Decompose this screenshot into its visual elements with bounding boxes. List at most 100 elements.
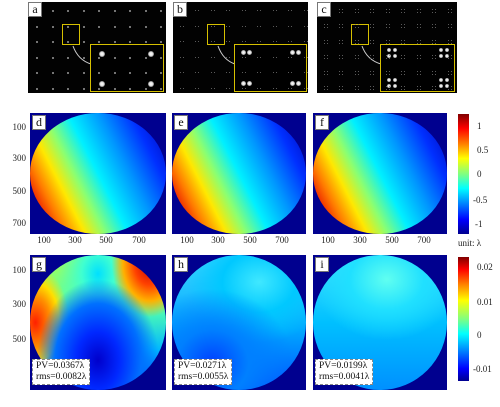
spot [67, 87, 69, 90]
spot [129, 41, 131, 43]
spot [275, 25, 277, 27]
wavefront-panel-e: e [172, 113, 306, 234]
spot [182, 25, 184, 27]
spot [339, 24, 340, 25]
spot [387, 48, 391, 52]
stats-box-g: PV=0.0367λ rms=0.0082λ [32, 359, 91, 385]
spot [339, 39, 340, 41]
spot [244, 56, 246, 58]
x-tick-label: 500 [243, 235, 257, 245]
spot [450, 11, 452, 13]
spot [385, 42, 387, 44]
spot [357, 11, 359, 13]
colorbar-tick: -1 [475, 219, 483, 229]
spot [241, 41, 243, 42]
spot [435, 70, 436, 72]
spot [113, 87, 116, 90]
spot [247, 50, 252, 55]
rms-value-h: rms=0.0055λ [178, 372, 229, 382]
spot [450, 24, 452, 25]
spot [447, 86, 449, 87]
spot [342, 70, 343, 72]
spot [275, 56, 277, 58]
spot [210, 25, 212, 27]
stats-box-i: PV=0.0199λ rms=0.0041λ [315, 359, 374, 385]
y-tick-label: 100 [12, 265, 27, 275]
panel-letter-b: b [173, 2, 187, 17]
spot [393, 54, 397, 58]
spot [404, 27, 405, 28]
spot [435, 73, 436, 75]
x-tick-label: 100 [180, 235, 194, 245]
spot-panel-b: b [173, 2, 308, 93]
colorbar-tick: 0 [477, 169, 482, 179]
spot [432, 89, 433, 90]
spot [303, 25, 305, 27]
spot [241, 56, 243, 58]
spot [373, 73, 374, 75]
spot [82, 10, 85, 12]
colorbar-tick: 0 [477, 330, 482, 340]
spot [326, 70, 328, 72]
spot [229, 41, 230, 42]
spot [388, 8, 390, 10]
spot [113, 41, 116, 43]
spot [385, 8, 387, 10]
pv-value-g: PV=0.0367λ [36, 361, 85, 371]
spot [226, 10, 227, 11]
spot [290, 50, 295, 55]
spot [354, 55, 356, 56]
spot [404, 86, 405, 87]
x-tick-label: 100 [37, 235, 51, 245]
spot [144, 10, 147, 12]
spot [432, 27, 433, 28]
zoom-connector-b [217, 45, 236, 65]
spot [373, 55, 374, 56]
spot [370, 11, 371, 13]
zoom-inset-a [90, 44, 164, 92]
spot [432, 86, 433, 87]
colorbar-tick: 0.02 [477, 262, 493, 272]
spot [447, 70, 449, 72]
spot [144, 72, 147, 74]
spot [419, 70, 421, 72]
panel-letter-d: d [32, 115, 46, 130]
panel-letter-h: h [174, 257, 188, 272]
colorbar-tick: 0.01 [477, 297, 493, 307]
wavefront-disk-e [172, 113, 306, 234]
spot [435, 39, 436, 41]
spot [210, 56, 212, 58]
spot [342, 24, 343, 25]
zoom-connector-c [361, 45, 382, 65]
spot [244, 25, 246, 27]
spot [435, 27, 436, 28]
spot [275, 10, 277, 11]
spot [129, 25, 131, 28]
panel-letter-e: e [174, 115, 188, 130]
spot [129, 56, 131, 59]
spot [179, 41, 181, 42]
spot [447, 24, 449, 25]
spot [67, 25, 69, 28]
spot [373, 11, 374, 13]
spot [339, 42, 340, 44]
spot [435, 58, 436, 59]
spot [373, 89, 374, 90]
spot [244, 72, 246, 73]
spot [272, 56, 274, 58]
x-tick-label: 500 [385, 235, 399, 245]
spot [241, 10, 243, 11]
spot [388, 11, 390, 13]
spot [241, 87, 243, 89]
spot [51, 56, 54, 59]
spot [129, 87, 131, 90]
spot [296, 50, 301, 55]
spot [450, 39, 452, 41]
spot [144, 56, 147, 59]
spot [432, 55, 433, 56]
spot [357, 58, 359, 59]
spot [370, 24, 371, 25]
spot [385, 73, 387, 75]
spot [244, 10, 246, 11]
spot [370, 39, 371, 41]
